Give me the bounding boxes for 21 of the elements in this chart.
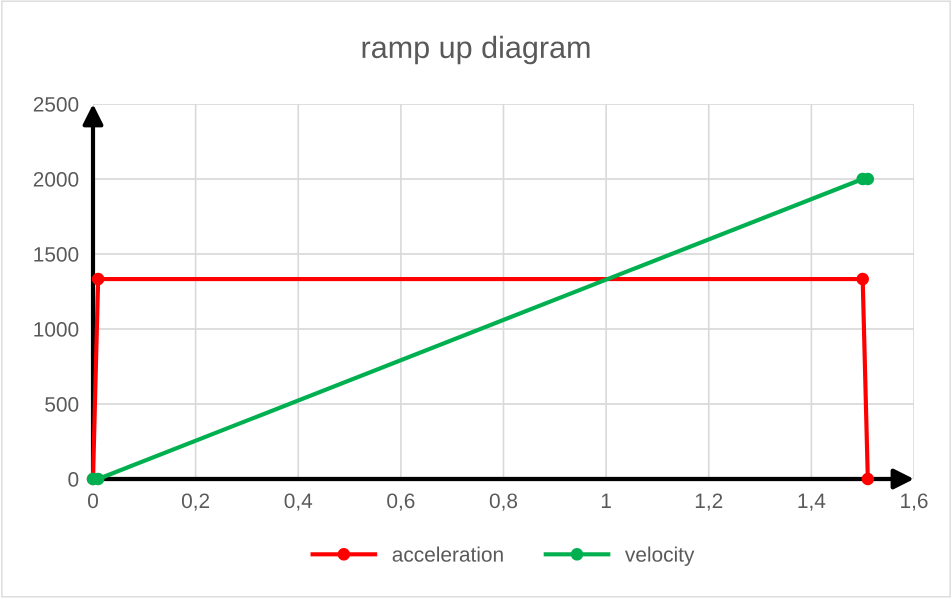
y-tick-label: 1500	[34, 247, 78, 262]
x-tick-label: 0,4	[284, 493, 312, 511]
y-tick-label: 0	[68, 472, 78, 487]
x-tick-label: 0	[88, 493, 98, 508]
chart-title: ramp up diagram	[362, 36, 590, 64]
y-tick-label: 500	[45, 397, 78, 412]
x-tick-label: 0,6	[387, 493, 414, 511]
y-tick-label: 1000	[34, 322, 78, 337]
x-tick-label: 0,8	[490, 493, 518, 511]
point	[92, 272, 104, 286]
point	[856, 272, 869, 286]
legend-label: velocity	[625, 546, 694, 566]
x-tick-label: 0,2	[182, 493, 210, 511]
y-tick-label: 2000	[34, 172, 78, 187]
legend-label: acceleration	[392, 546, 503, 562]
x-tick-label: 1	[602, 494, 611, 508]
x-tick-label: 1,6	[901, 493, 928, 511]
x-tick-label: 1,4	[798, 494, 826, 511]
y-tick-label: 2500	[34, 97, 78, 112]
x-tick-label: 1,2	[696, 493, 722, 511]
point	[862, 472, 874, 486]
